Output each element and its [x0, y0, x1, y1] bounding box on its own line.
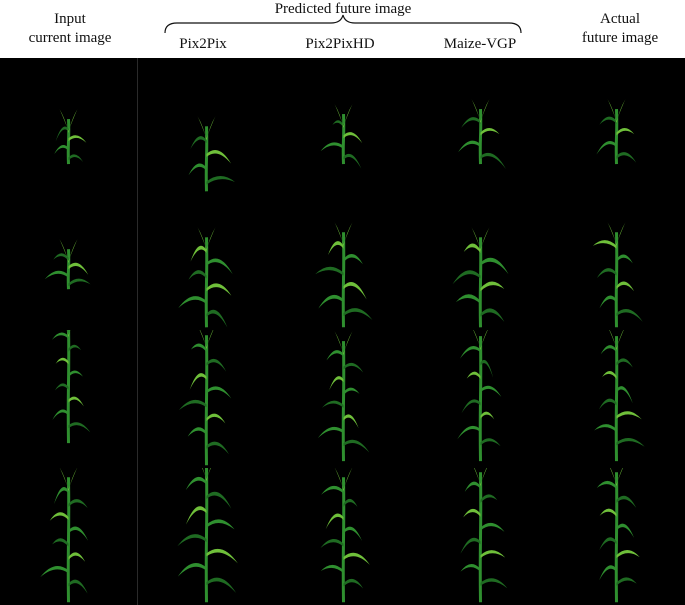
- plant-image: [0, 330, 137, 468]
- plant-image: [548, 194, 685, 330]
- plant-image: [138, 468, 275, 605]
- plant-image: [138, 330, 275, 468]
- header-actual: Actual future image: [581, 11, 659, 46]
- plant-image: [275, 194, 412, 330]
- plant-image: [412, 468, 549, 605]
- plant-image: [0, 194, 137, 330]
- plant-image: [548, 58, 685, 194]
- brace-predicted: [164, 14, 522, 34]
- header-input: Input current image: [28, 11, 112, 46]
- plant-image: [138, 194, 275, 330]
- plant-image: [275, 58, 412, 194]
- plant-image: [0, 58, 137, 194]
- header-pix2pix: Pix2Pix: [179, 36, 227, 52]
- plant-image: [412, 330, 549, 468]
- plant-image: [275, 330, 412, 468]
- plant-image: [138, 58, 275, 194]
- image-grid: [0, 58, 685, 605]
- header-pix2pixhd: Pix2PixHD: [305, 36, 375, 52]
- column-divider: [137, 58, 138, 605]
- header-predicted-group: Predicted future image: [274, 1, 412, 17]
- plant-image: [0, 468, 137, 605]
- plant-image: [412, 194, 549, 330]
- plant-image: [412, 58, 549, 194]
- plant-image: [548, 468, 685, 605]
- plant-image: [275, 468, 412, 605]
- plant-image: [548, 330, 685, 468]
- header-maize-vgp: Maize-VGP: [443, 36, 517, 52]
